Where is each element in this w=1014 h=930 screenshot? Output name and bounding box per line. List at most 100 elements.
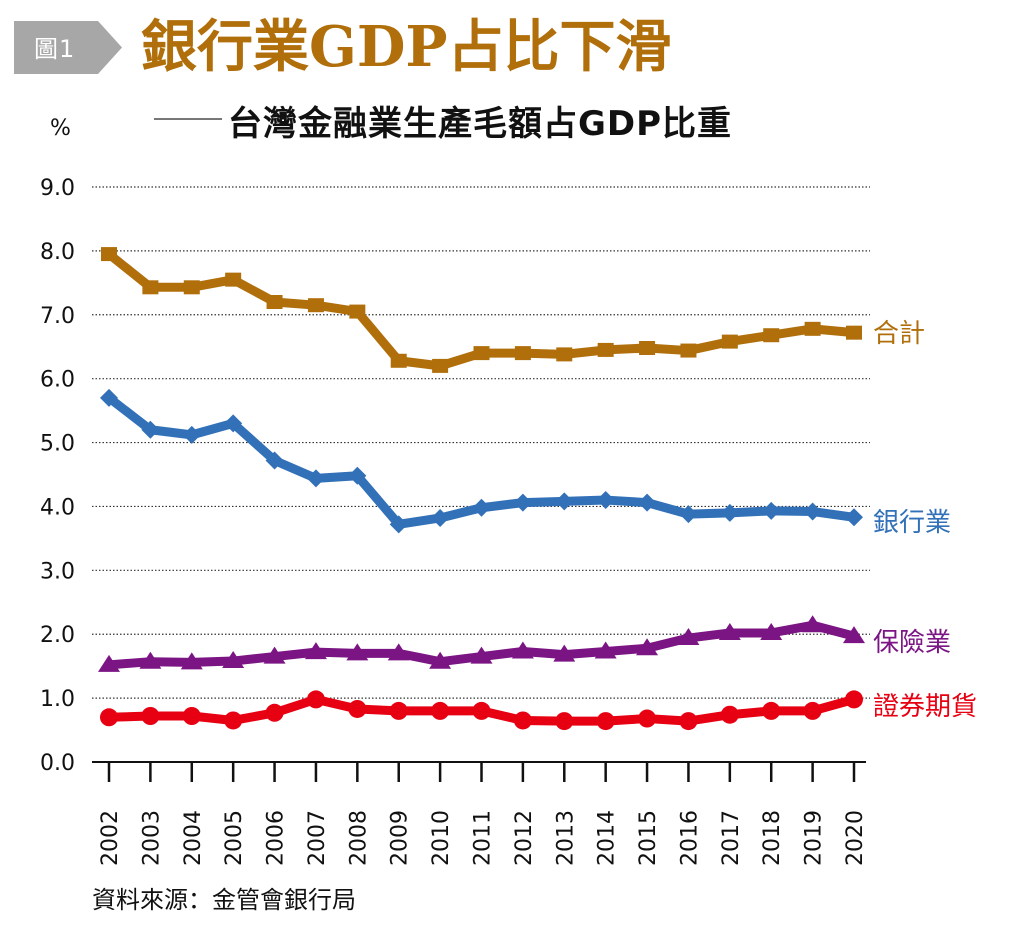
x-tick-label: 2016 [677,810,702,866]
data-point-diamond [348,466,367,485]
data-point-diamond [182,425,201,444]
data-point-square [432,358,449,373]
data-point-triangle [801,615,824,633]
data-point-square [183,280,200,295]
data-point-triangle [677,628,700,646]
data-point-diamond [803,502,822,521]
data-point-circle [638,709,657,728]
data-point-triangle [553,644,576,662]
data-point-circle [224,711,243,730]
x-tick-label: 2017 [719,810,744,866]
data-point-diamond [679,505,698,524]
data-point-square [225,272,242,287]
data-point-triangle [263,646,286,664]
data-point-triangle [180,652,203,670]
data-point-square [390,353,407,368]
data-point-circle [306,690,325,709]
data-point-circle [513,711,532,730]
data-point-triangle [636,638,659,656]
data-point-diamond [431,508,450,527]
data-point-circle [141,707,160,725]
data-point-triangle [594,641,617,659]
y-tick-label: 0.0 [40,751,75,776]
data-point-circle [555,712,574,731]
data-point-triangle [843,626,865,644]
series-label: 銀行業 [873,508,951,538]
data-point-square [142,280,159,295]
y-tick-label: 5.0 [40,432,75,457]
data-point-square [473,346,490,361]
data-point-triangle [718,622,741,640]
data-point-triangle [511,641,534,659]
x-tick-label: 2011 [471,810,496,866]
data-point-triangle [429,651,452,669]
data-point-diamond [100,388,118,407]
data-point-square [804,321,821,336]
y-tick-label: 2.0 [40,623,75,648]
y-tick-label: 9.0 [40,176,75,201]
data-point-diamond [555,492,574,511]
x-tick-label: 2008 [346,810,371,866]
y-axis-unit: % [50,116,71,141]
x-tick-label: 2018 [760,810,785,866]
data-point-circle [845,690,863,709]
data-point-circle [679,712,698,731]
data-point-square [597,342,614,357]
x-tick-label: 2014 [595,810,620,866]
x-tick-label: 2004 [181,810,206,866]
x-tick-label: 2015 [636,810,661,866]
data-point-square [101,247,117,262]
x-tick-label: 2020 [843,810,868,866]
data-point-diamond [472,498,491,517]
data-point-square [349,304,366,319]
y-tick-label: 6.0 [40,368,75,393]
data-point-circle [472,701,491,720]
data-point-square [266,295,283,309]
data-point-circle [348,699,367,718]
data-point-square [680,343,697,358]
x-tick-label: 2019 [802,810,827,866]
x-tick-label: 2003 [139,810,164,866]
data-point-triangle [470,646,493,664]
series-label: 合計 [873,319,925,349]
subtitle-dash [154,118,222,120]
x-tick-label: 2002 [98,810,123,866]
y-tick-label: 1.0 [40,687,75,712]
data-point-diamond [306,469,325,488]
data-point-diamond [141,420,160,439]
x-tick-label: 2006 [264,810,289,866]
data-point-circle [596,712,615,731]
data-point-diamond [389,515,408,534]
data-point-diamond [265,451,284,470]
data-point-square [307,298,324,313]
data-point-triangle [760,622,783,640]
y-tick-label: 4.0 [40,495,75,520]
series-label: 保險業 [873,628,951,658]
chart-title: 銀行業GDP占比下滑 [141,14,672,80]
data-point-triangle [387,643,410,661]
data-point-square [763,328,780,343]
data-point-circle [431,701,450,720]
figure-badge-label: 圖1 [34,35,76,63]
data-point-circle [762,701,781,720]
data-point-diamond [720,503,739,522]
data-point-square [721,334,738,349]
x-tick-label: 2013 [553,810,578,866]
data-point-circle [389,701,408,720]
y-tick-label: 3.0 [40,559,75,584]
data-point-circle [182,707,201,725]
x-tick-label: 2012 [512,810,537,866]
data-point-triangle [304,642,327,660]
data-point-square [846,325,862,340]
x-tick-label: 2009 [388,810,413,866]
data-point-diamond [845,508,863,527]
y-tick-label: 7.0 [40,304,75,329]
data-source-note: 資料來源：金管會銀行局 [92,886,356,914]
data-point-diamond [762,501,781,520]
data-point-diamond [513,493,532,512]
data-point-circle [720,705,739,724]
data-point-diamond [596,491,615,510]
data-point-diamond [638,493,657,512]
x-tick-label: 2010 [429,810,454,866]
